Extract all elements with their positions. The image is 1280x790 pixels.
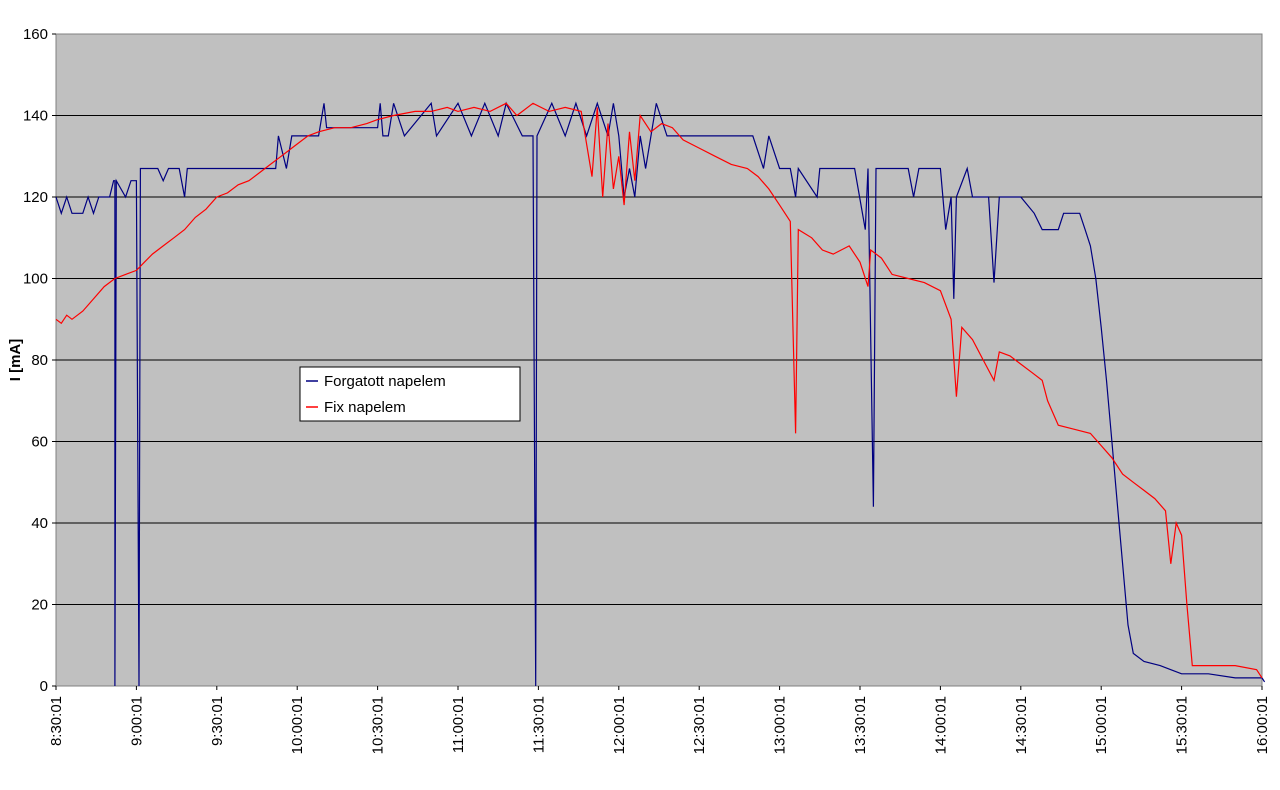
legend-label-forgatott: Forgatott napelem: [324, 373, 446, 390]
y-tick-label: 160: [23, 26, 48, 43]
x-tick-label: 9:00:01: [128, 696, 145, 746]
y-tick-label: 40: [31, 515, 48, 532]
gridlines: [56, 115, 1262, 605]
x-tick-label: 13:00:01: [772, 696, 789, 754]
x-tick-label: 12:00:01: [611, 696, 628, 754]
x-axis-ticks: 8:30:01 9:00:01 9:30:01 10:00:01 10:30:01 11:…: [48, 686, 1271, 754]
y-tick-label: 0: [40, 678, 48, 695]
y-tick-label: 20: [31, 597, 48, 614]
x-tick-label: 13:30:01: [852, 696, 869, 754]
series-layer: [55, 101, 1266, 687]
y-axis-title: I [mA]: [7, 339, 24, 382]
x-tick-label: 11:00:01: [450, 696, 467, 753]
y-tick-label: 60: [31, 434, 48, 451]
x-tick-label: 15:00:01: [1093, 696, 1110, 754]
legend-label-fix: Fix napelem: [324, 399, 406, 416]
x-tick-label: 9:30:01: [209, 696, 226, 746]
y-tick-label: 80: [31, 352, 48, 369]
series-line-fix: [55, 102, 1263, 679]
y-tick-label: 100: [23, 271, 48, 288]
legend-box: [299, 366, 521, 422]
y-axis-ticks: 0 20 40 60 80 100 120 140 160: [23, 26, 56, 695]
x-tick-label: 11:30:01: [530, 696, 547, 753]
x-tick-label: 14:30:01: [1013, 696, 1030, 754]
x-tick-label: 10:30:01: [370, 696, 387, 754]
x-tick-label: 15:30:01: [1174, 696, 1191, 754]
x-tick-label: 10:00:01: [289, 696, 306, 754]
y-tick-label: 140: [23, 108, 48, 125]
legend: Forgatott napelem Fix napelem: [299, 366, 521, 422]
x-tick-label: 8:30:01: [48, 696, 65, 746]
y-tick-label: 120: [23, 189, 48, 206]
x-tick-label: 14:00:01: [932, 696, 949, 754]
x-tick-label: 16:00:01: [1254, 696, 1271, 754]
x-tick-label: 12:30:01: [691, 696, 708, 754]
